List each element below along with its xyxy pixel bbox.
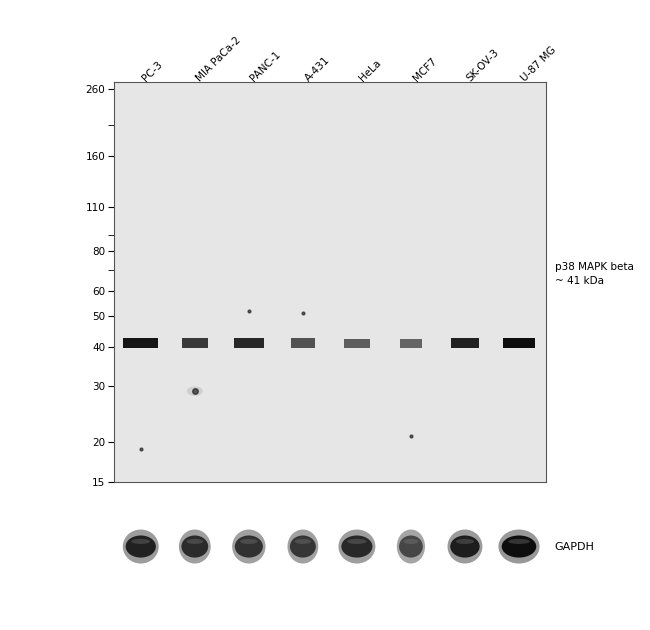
- Ellipse shape: [396, 529, 425, 564]
- Ellipse shape: [187, 386, 203, 396]
- Ellipse shape: [447, 529, 482, 564]
- Ellipse shape: [232, 529, 265, 564]
- Text: GAPDH: GAPDH: [554, 542, 595, 551]
- Text: PC-3: PC-3: [141, 59, 165, 83]
- Text: p38 MAPK beta
~ 41 kDa: p38 MAPK beta ~ 41 kDa: [554, 262, 634, 286]
- Ellipse shape: [125, 536, 156, 558]
- Ellipse shape: [287, 529, 318, 564]
- Ellipse shape: [508, 539, 530, 544]
- Ellipse shape: [499, 529, 540, 564]
- Ellipse shape: [290, 536, 316, 558]
- Ellipse shape: [240, 539, 257, 544]
- Text: SK-OV-3: SK-OV-3: [465, 47, 501, 83]
- Ellipse shape: [123, 529, 159, 564]
- Text: U-87 MG: U-87 MG: [519, 45, 558, 83]
- Ellipse shape: [131, 539, 150, 544]
- Text: MCF7: MCF7: [411, 56, 438, 83]
- Ellipse shape: [450, 536, 480, 558]
- Text: PANC-1: PANC-1: [249, 49, 283, 83]
- Ellipse shape: [179, 529, 211, 564]
- Text: HeLa: HeLa: [357, 57, 382, 83]
- Ellipse shape: [294, 539, 311, 544]
- Ellipse shape: [456, 539, 474, 544]
- Text: A-431: A-431: [303, 55, 332, 83]
- Ellipse shape: [187, 539, 203, 544]
- Ellipse shape: [181, 536, 208, 558]
- Ellipse shape: [341, 536, 372, 558]
- Ellipse shape: [235, 536, 263, 558]
- Text: MIA PaCa-2: MIA PaCa-2: [195, 35, 243, 83]
- Ellipse shape: [404, 539, 419, 544]
- Ellipse shape: [339, 529, 375, 564]
- Ellipse shape: [399, 536, 422, 558]
- Ellipse shape: [502, 536, 536, 558]
- Ellipse shape: [347, 539, 367, 544]
